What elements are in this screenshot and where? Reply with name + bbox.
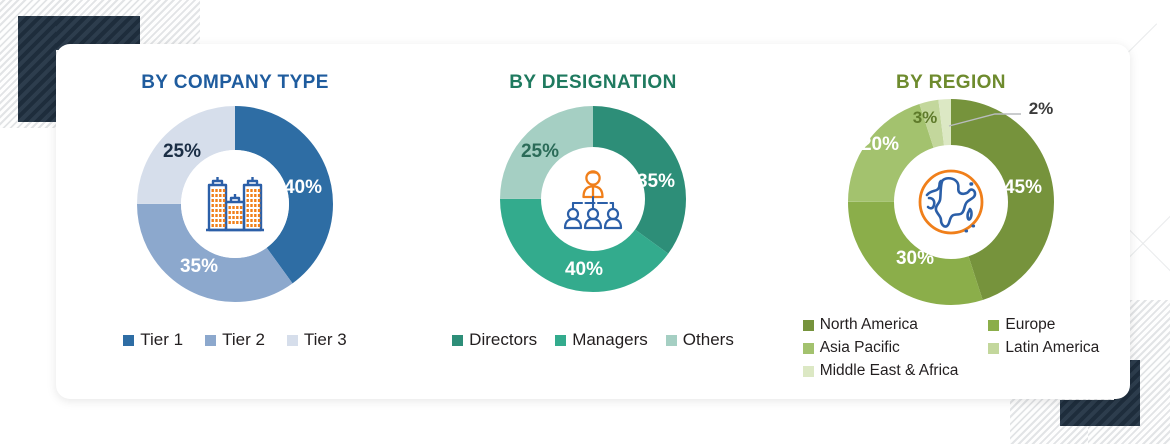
slice-label-europe: 30% bbox=[895, 248, 935, 269]
slice-label-others: 25% bbox=[520, 141, 560, 162]
legend-swatch-directors bbox=[452, 334, 464, 346]
legend-item-managers[interactable]: Managers bbox=[555, 330, 648, 350]
legend-swatch-latin-america bbox=[988, 342, 1000, 354]
slice-label-asia-pacific: 20% bbox=[860, 134, 900, 155]
legend-label-europe: Europe bbox=[1005, 316, 1056, 333]
legend-item-asia-pacific[interactable]: Asia Pacific bbox=[802, 339, 959, 357]
slice-label-tier-1: 40% bbox=[283, 177, 323, 198]
donut-hub-company-type bbox=[181, 150, 289, 258]
legend-item-europe[interactable]: Europe bbox=[988, 316, 1099, 334]
legend-label-latin-america: Latin America bbox=[1005, 339, 1100, 356]
panel-title-company-type: BY COMPANY TYPE bbox=[141, 72, 329, 93]
slice-others[interactable] bbox=[500, 106, 686, 292]
legend-item-tier-2[interactable]: Tier 2 bbox=[205, 330, 265, 350]
legend-item-north-america[interactable]: North America bbox=[802, 316, 959, 334]
office-buildings-icon bbox=[206, 177, 264, 232]
slice-label-directors: 35% bbox=[636, 171, 676, 192]
slice-label-middle-east-africa: 2% bbox=[1028, 99, 1054, 118]
legend-label-others: Others bbox=[682, 330, 734, 349]
legend-item-others[interactable]: Others bbox=[665, 330, 734, 350]
charts-card: BY COMPANY TYPE bbox=[56, 44, 1130, 399]
callout-leader-line-2pct bbox=[948, 113, 1021, 127]
donut-hub-region bbox=[895, 146, 1007, 258]
legend-item-tier-1[interactable]: Tier 1 bbox=[123, 330, 183, 350]
slice-middle-east-africa[interactable] bbox=[848, 99, 1054, 305]
legend-label-middle-east-africa: Middle East & Africa bbox=[819, 362, 959, 379]
donut-svg-region bbox=[848, 99, 1054, 305]
legend-item-tier-3[interactable]: Tier 3 bbox=[286, 330, 347, 350]
org-chart-people-icon bbox=[563, 170, 623, 230]
donut-chart-region: 45% 30% 20% 3% 2% bbox=[772, 96, 1130, 308]
legend-swatch-tier-1 bbox=[123, 334, 135, 346]
donut-svg-company-type bbox=[137, 106, 333, 302]
slice-tier-2[interactable] bbox=[137, 106, 333, 302]
legend-label-north-america: North America bbox=[819, 316, 918, 333]
legend-swatch-middle-east-africa bbox=[802, 365, 814, 377]
slice-label-managers: 40% bbox=[564, 259, 604, 280]
legend-item-middle-east-africa[interactable]: Middle East & Africa bbox=[802, 362, 959, 380]
navy-bracket-bottom-right bbox=[1060, 360, 1140, 426]
legend-label-tier-2: Tier 2 bbox=[222, 330, 265, 349]
slice-label-latin-america: 3% bbox=[912, 108, 938, 127]
charts-panel-row: BY COMPANY TYPE bbox=[56, 44, 1130, 399]
slice-label-tier-3: 25% bbox=[162, 141, 202, 162]
donut-svg-designation bbox=[500, 106, 686, 292]
legend-designation: Directors Managers Others bbox=[414, 330, 772, 350]
legend-swatch-asia-pacific bbox=[802, 342, 814, 354]
legend-swatch-tier-3 bbox=[286, 334, 298, 346]
donut-chart-designation: 35% 40% 25% bbox=[414, 104, 772, 294]
globe-icon bbox=[918, 169, 984, 235]
legend-swatch-managers bbox=[555, 334, 567, 346]
legend-item-directors[interactable]: Directors bbox=[452, 330, 537, 350]
slice-europe[interactable] bbox=[848, 99, 1054, 305]
legend-swatch-europe bbox=[988, 319, 1000, 331]
panel-by-company-type: BY COMPANY TYPE bbox=[56, 44, 414, 399]
legend-region: North America Europe Asia Pacific Latin … bbox=[772, 316, 1130, 380]
panel-by-designation: BY DESIGNATION bbox=[414, 44, 772, 399]
legend-swatch-others bbox=[665, 334, 677, 346]
slice-managers[interactable] bbox=[500, 106, 686, 292]
legend-swatch-tier-2 bbox=[205, 334, 217, 346]
slice-tier-1[interactable] bbox=[137, 106, 333, 302]
donut-chart-company-type: 40% 35% 25% bbox=[56, 104, 414, 304]
legend-label-tier-1: Tier 1 bbox=[140, 330, 184, 349]
panel-title-region: BY REGION bbox=[896, 72, 1006, 93]
legend-item-latin-america[interactable]: Latin America bbox=[988, 339, 1099, 357]
legend-label-directors: Directors bbox=[469, 330, 538, 349]
legend-label-asia-pacific: Asia Pacific bbox=[819, 339, 900, 356]
slice-label-tier-2: 35% bbox=[179, 256, 219, 277]
panel-title-designation: BY DESIGNATION bbox=[509, 72, 677, 93]
legend-company-type: Tier 1 Tier 2 Tier 3 bbox=[56, 330, 414, 350]
legend-label-tier-3: Tier 3 bbox=[303, 330, 347, 349]
slice-label-north-america: 45% bbox=[1003, 177, 1043, 198]
donut-hub-designation bbox=[541, 147, 645, 251]
legend-label-managers: Managers bbox=[572, 330, 648, 349]
legend-swatch-north-america bbox=[802, 319, 814, 331]
panel-by-region: BY REGION bbox=[772, 44, 1130, 399]
